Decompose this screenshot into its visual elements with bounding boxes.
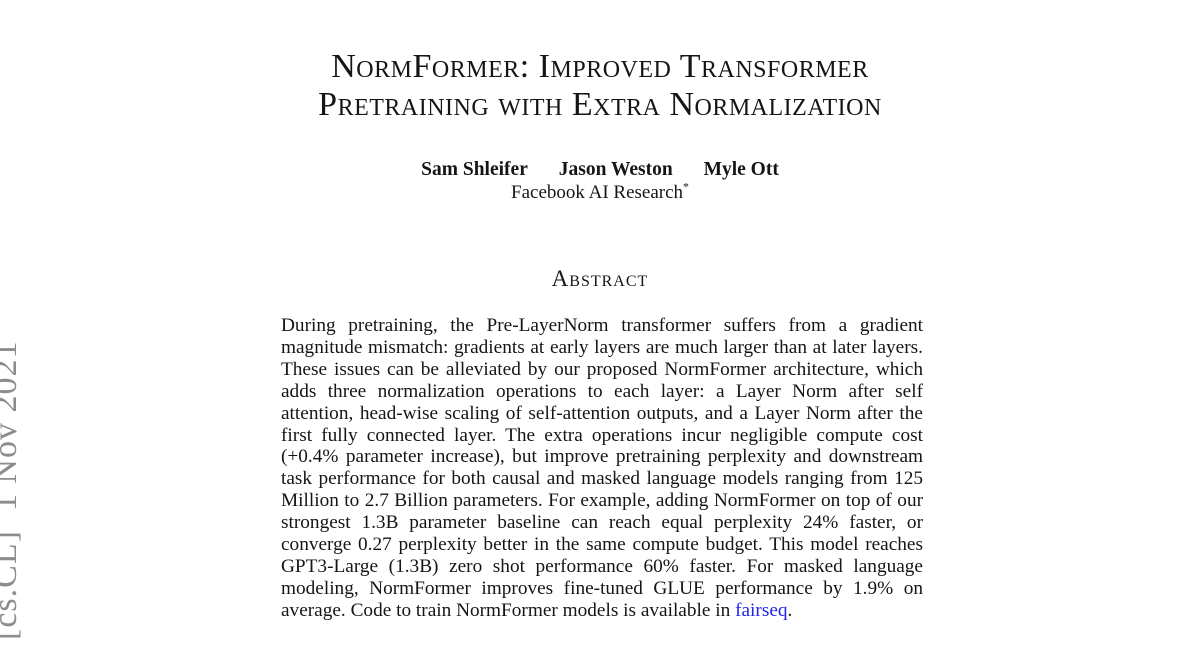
affiliation-footnote-marker: * [683, 180, 689, 194]
author-name-2: Jason Weston [558, 159, 673, 180]
affiliation: Facebook AI Research* [0, 180, 1200, 204]
author-name-1: Sam Shleifer [421, 159, 528, 180]
author-name-3: Myle Ott [703, 159, 779, 180]
abstract-heading: Abstract [551, 266, 649, 291]
fairseq-link[interactable]: fairseq [735, 599, 788, 621]
author-list: Sam Shleifer Jason Weston Myle Ott [0, 159, 1200, 181]
abstract-body: During pretraining, the Pre-LayerNorm tr… [281, 315, 923, 622]
abstract-text-end: . [787, 599, 793, 621]
paper-title-line2: Pretraining with Extra Normalization [318, 86, 882, 123]
arxiv-stamp: [cs.CL] 1 Nov 2021 [0, 340, 24, 640]
abstract-text: During pretraining, the Pre-LayerNorm tr… [281, 315, 923, 621]
paper-title: NormFormer: Improved Transformer Pretrai… [0, 48, 1200, 124]
paper-title-line1: NormFormer: Improved Transformer [331, 48, 869, 85]
affiliation-name: Facebook AI Research [511, 182, 684, 203]
